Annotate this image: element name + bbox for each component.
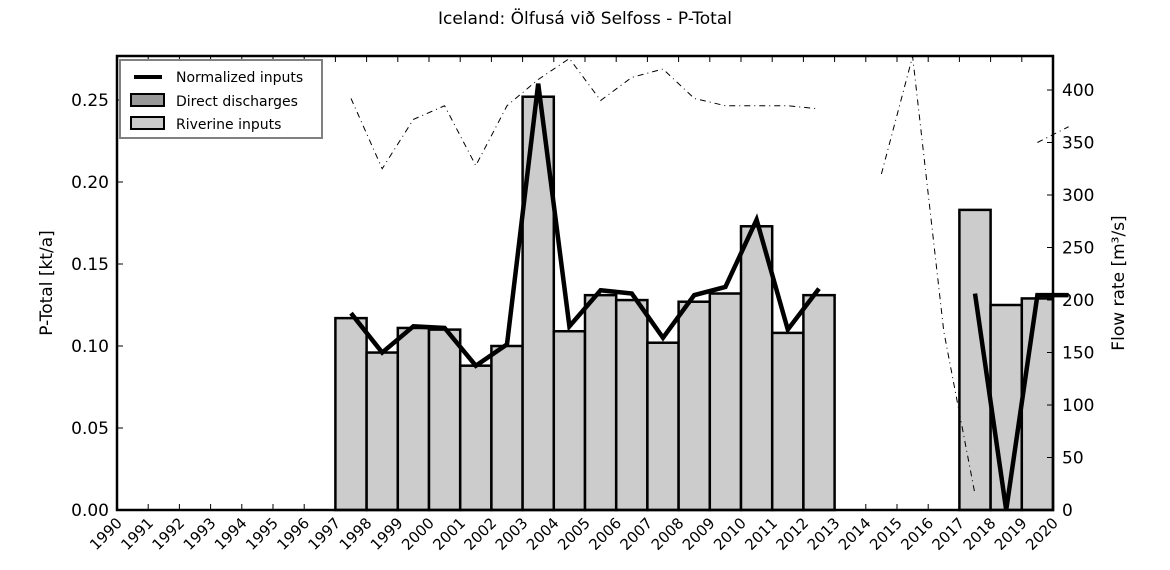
x-tick-label: 1993 xyxy=(180,514,220,554)
bar-2000 xyxy=(427,328,462,512)
y2-tick-label: 400 xyxy=(1062,81,1094,101)
y2-axis-label: Flow rate [m³/s] xyxy=(1109,215,1129,350)
x-tick-label: 2018 xyxy=(960,514,1000,554)
bar-2010 xyxy=(739,225,774,512)
x-tick-label: 2001 xyxy=(429,514,469,554)
y-tick-label: 0.25 xyxy=(71,91,109,111)
y-tick-label: 0.05 xyxy=(71,419,109,439)
bar-1998 xyxy=(365,351,400,512)
x-tick-label: 2002 xyxy=(460,514,500,554)
x-tick-label: 2009 xyxy=(679,514,719,554)
y2-tick-label: 150 xyxy=(1062,344,1094,364)
x-tick-label: 1996 xyxy=(273,514,313,554)
x-tick-label: 2008 xyxy=(648,514,688,554)
bar-2018 xyxy=(989,303,1024,512)
x-tick-label: 1991 xyxy=(117,514,157,554)
bar-2007 xyxy=(646,341,680,512)
x-tick-label: 2007 xyxy=(616,514,656,554)
x-tick-label: 1995 xyxy=(242,514,282,554)
x-tick-label: 2004 xyxy=(523,514,563,554)
bar-2019 xyxy=(1020,297,1055,512)
y2-tick-label: 0 xyxy=(1062,501,1073,521)
y2-tick-label: 250 xyxy=(1062,239,1094,259)
x-tick-label: 2013 xyxy=(804,514,844,554)
bar-2011 xyxy=(770,331,805,512)
x-tick-label: 2005 xyxy=(554,514,594,554)
y-tick-label: 0.10 xyxy=(71,337,109,357)
y2-tick-label: 100 xyxy=(1062,396,1094,416)
x-tick-label: 2015 xyxy=(866,514,906,554)
x-tick-label: 1992 xyxy=(148,514,188,554)
bar-2001 xyxy=(458,364,493,512)
x-tick-label: 2000 xyxy=(398,514,438,554)
chart-title: Iceland: Ölfusá við Selfoss - P-Total xyxy=(438,7,732,29)
y2-tick-label: 350 xyxy=(1062,134,1094,154)
y-tick-label: 0.15 xyxy=(71,255,109,275)
flow-rate-line xyxy=(350,57,820,170)
x-tick-label: 2017 xyxy=(928,514,968,554)
bar-2006 xyxy=(614,298,649,512)
bar-series xyxy=(334,95,1055,512)
bar-2012 xyxy=(802,293,836,512)
x-tick-label: 2006 xyxy=(585,514,625,554)
flow-rate-line xyxy=(880,56,976,495)
bar-1999 xyxy=(396,326,431,512)
y2-tick-label: 200 xyxy=(1062,291,1094,311)
y2-tick-label: 300 xyxy=(1062,186,1094,206)
bar-2008 xyxy=(677,300,712,512)
bar-2005 xyxy=(583,293,618,512)
bar-1997 xyxy=(334,316,368,512)
x-tick-label: 2011 xyxy=(741,514,781,554)
y2-tick-label: 50 xyxy=(1062,449,1084,469)
x-tick-label: 2010 xyxy=(710,514,750,554)
bar-2009 xyxy=(708,292,743,512)
x-tick-label: 2003 xyxy=(492,514,532,554)
x-tick-label: 2020 xyxy=(1022,514,1062,554)
normalized-inputs-line xyxy=(349,83,821,369)
bar-2002 xyxy=(490,344,524,512)
x-tick-label: 1999 xyxy=(367,514,407,554)
legend-label-normalized: Normalized inputs xyxy=(176,70,303,86)
x-tick-label: 2012 xyxy=(772,514,812,554)
legend-label-direct: Direct discharges xyxy=(176,94,298,110)
legend-direct-swatch-icon xyxy=(130,93,165,107)
x-tick-label: 1994 xyxy=(211,514,251,554)
x-tick-label: 2016 xyxy=(897,514,937,554)
y-tick-label: 0.00 xyxy=(71,501,109,521)
x-tick-label: 2019 xyxy=(991,514,1031,554)
y-tick-label: 0.20 xyxy=(71,173,109,193)
x-tick-label: 1997 xyxy=(304,514,344,554)
legend-label-riverine: Riverine inputs xyxy=(176,117,281,133)
bar-2004 xyxy=(552,329,587,512)
y-axis-label: P-Total [kt/a] xyxy=(37,230,57,335)
legend-riverine-swatch-icon xyxy=(130,116,165,130)
legend: Normalized inputs Direct discharges Rive… xyxy=(119,59,323,139)
x-tick-label: 1998 xyxy=(336,514,376,554)
x-tick-label: 2014 xyxy=(835,514,875,554)
